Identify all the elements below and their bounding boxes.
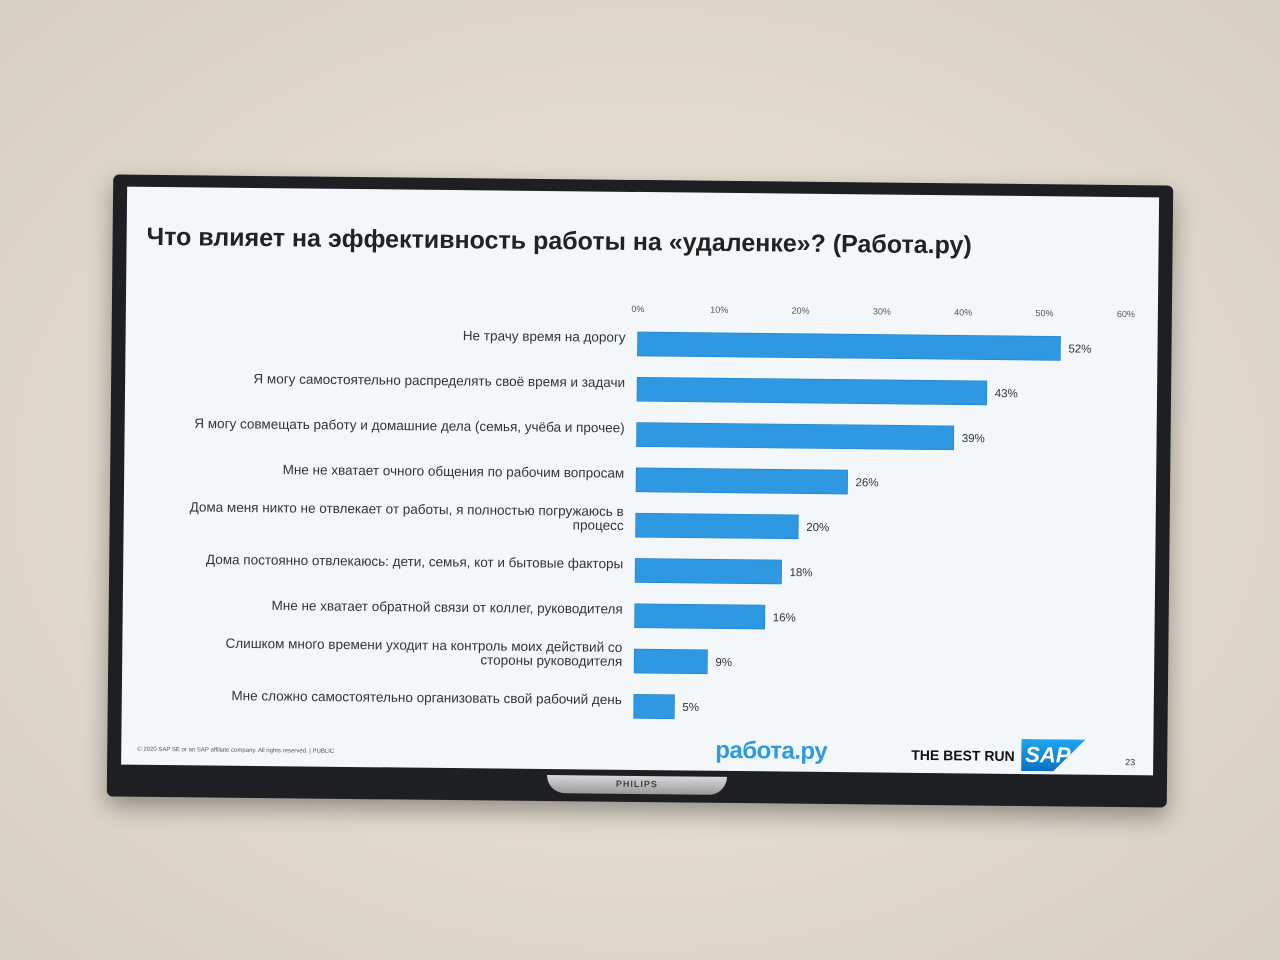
- best-run-tagline: THE BEST RUN: [911, 746, 1015, 764]
- x-tick-label: 50%: [1035, 308, 1053, 318]
- sap-logo: SAP: [1021, 739, 1086, 772]
- tv-brand-label: PHILIPS: [615, 778, 658, 790]
- category-label: Не трачу время на дорогу: [463, 328, 626, 345]
- bar-value-label: 39%: [962, 433, 985, 445]
- x-tick-label: 30%: [873, 306, 891, 316]
- category-label: процесс: [573, 517, 624, 533]
- bar-value-label: 5%: [682, 702, 699, 714]
- category-label: стороны руководителя: [480, 652, 622, 668]
- bar-value-label: 16%: [773, 612, 796, 624]
- bar: [633, 648, 708, 675]
- category-label: Я могу самостоятельно распределять своё …: [253, 371, 625, 390]
- bar: [635, 467, 849, 495]
- x-tick-label: 10%: [710, 305, 728, 315]
- x-tick-label: 60%: [1117, 309, 1135, 319]
- bar-value-label: 26%: [855, 477, 878, 489]
- bar-value-label: 18%: [789, 567, 812, 579]
- rabota-logo: работа.ру: [715, 736, 828, 765]
- x-tick-label: 0%: [631, 304, 644, 314]
- category-label: Мне сложно самостоятельно организовать с…: [231, 688, 622, 707]
- x-tick-label: 40%: [954, 307, 972, 317]
- category-label: Дома меня никто не отвлекает от работы, …: [190, 499, 624, 519]
- bar-chart: 0% 10% 20% 30% 40% 50% 60% 52% Не трачу время на…: [190, 304, 1135, 720]
- bar: [634, 558, 782, 585]
- bar-value-label: 52%: [1068, 343, 1091, 355]
- category-label: Дома постоянно отвлекаюсь: дети, семья, …: [206, 552, 623, 571]
- bar: [635, 512, 799, 540]
- category-label: Слишком много времени уходит на контроль…: [226, 636, 623, 655]
- presentation-screen: Что влияет на эффективность работы на «у…: [121, 186, 1160, 776]
- category-label: Мне не хватает очного общения по рабочим…: [283, 462, 625, 481]
- page-number: 23: [1125, 757, 1136, 768]
- x-tick-label: 20%: [792, 306, 810, 316]
- bar: [636, 376, 988, 406]
- category-label: Я могу совмещать работу и домашние дела …: [194, 416, 624, 436]
- bar-value-label: 9%: [715, 657, 732, 669]
- bar: [633, 694, 675, 720]
- bar-value-label: 20%: [806, 522, 829, 534]
- tv-frame: Что влияет на эффективность работы на «у…: [106, 174, 1174, 808]
- bar: [634, 603, 766, 630]
- tv-stand: PHILIPS: [546, 775, 728, 795]
- bar-value-label: 43%: [995, 388, 1018, 400]
- bar: [636, 422, 955, 451]
- sap-logo-text: SAP: [1025, 742, 1071, 768]
- bar: [637, 331, 1061, 361]
- category-label: Мне не хватает обратной связи от коллег,…: [271, 598, 622, 617]
